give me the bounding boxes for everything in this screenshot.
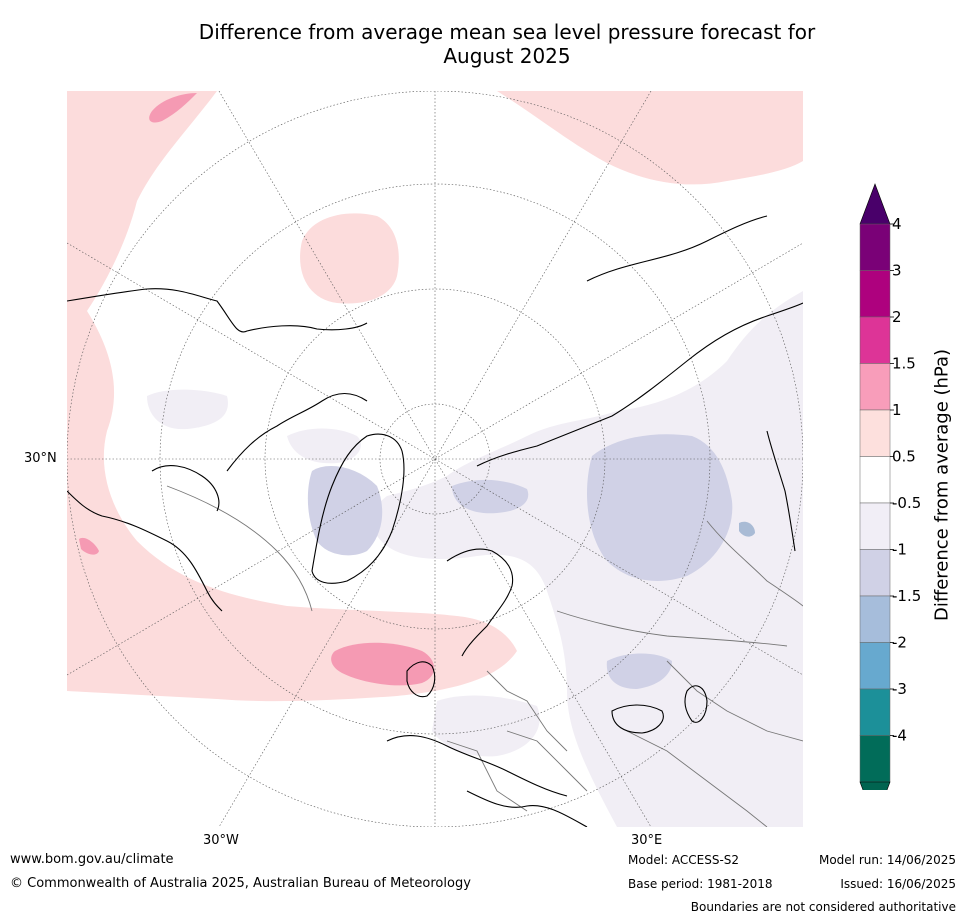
label-30e: 30°E [631,833,663,848]
coast-greenland [311,433,405,584]
coast-europe-south [386,735,568,797]
colorbar-segment [859,363,891,411]
border-europe-2 [506,730,588,792]
strong-negative-east [739,521,755,537]
negative-anomaly-arctic [287,428,361,464]
colorbar-segment [859,735,891,783]
colorbar-segment [859,502,891,550]
border-europe-3 [446,740,528,812]
coast-uk [406,661,436,698]
copyright-text: © Commonwealth of Australia 2025, Austra… [10,876,471,891]
colorbar-tick-label: 4 [892,215,902,233]
colorbar-tick-label: -1.5 [892,587,921,605]
base-period-text: Base period: 1981-2018 [628,877,773,891]
meridian-30w [218,91,652,827]
colorbar-tick-label: -2 [892,634,907,652]
colorbar-under-arrow [859,781,891,790]
colorbar-segment [859,223,891,271]
meridian-60e [67,242,803,676]
title-line-1: Difference from average mean sea level p… [198,20,816,44]
parallel-60n [264,288,606,630]
coast-eastern-asia [766,430,796,552]
coast-canadian-arctic [226,392,368,472]
chart-title: Difference from average mean sea level p… [0,20,965,68]
colorbar-tick-label: -4 [892,727,907,745]
parallel-40n [159,183,711,735]
strong-positive-north [149,93,197,123]
colorbar-segment [859,688,891,736]
colorbar-tick-label: -0.5 [892,494,921,512]
model-text: Model: ACCESS-S2 [628,853,740,867]
positive-anomaly-greenland [300,213,399,304]
coast-mediterranean [466,790,588,827]
colorbar-tick-label: -1 [892,541,907,559]
meridian-30e [218,91,652,827]
colorbar-tick-label: 1 [892,401,902,419]
title-line-2: August 2025 [443,44,571,68]
coast-black-sea [611,704,664,734]
strong-positive-west [79,537,99,555]
meridian-60w [67,242,803,676]
coast-alaska [67,490,223,612]
moderate-negative-caspian [606,653,672,689]
border-russia-kaz [556,610,788,647]
positive-anomaly-north-pacific [497,91,803,185]
label-30w: 30°W [203,833,239,848]
colorbar-segment [859,595,891,643]
coastlines [67,215,803,827]
colorbar: 4 3 2 1.5 1 0.5 -0.5 -1 -1.5 -2 -3 -4 [859,183,921,790]
label-30n: 30°N [24,451,57,466]
colorbar-tick-label: 1.5 [892,355,916,373]
positive-anomaly-west [67,91,517,702]
coast-caspian [684,685,708,723]
border-canada-us [166,485,313,612]
colorbar-tick-label: 2 [892,308,902,326]
colorbar-segment [859,642,891,690]
border-middle-east [626,730,768,827]
colorbar-segment [859,456,891,504]
model-run-text: Model run: 14/06/2025 [818,853,956,867]
graticule [67,91,803,827]
polar-map [67,91,803,827]
country-borders [166,485,803,827]
colorbar-title: Difference from average (hPa) [931,348,953,622]
negative-anomaly-atlantic-ridge [147,389,228,430]
anomaly-shading [67,91,803,827]
moderate-negative-siberia [587,434,733,581]
coast-hudson [151,465,220,512]
border-europe-1 [486,670,568,752]
colorbar-tick-label: 0.5 [892,448,916,466]
strong-positive-atlantic [331,642,435,686]
moderate-negative-greenland [307,466,383,556]
coast-russia-north [476,302,803,467]
coast-scandinavia [446,548,514,657]
website-link[interactable]: www.bom.gov.au/climate [10,852,174,867]
colorbar-segment [859,270,891,318]
colorbar-tick-label: 3 [892,262,902,280]
issued-text: Issued: 16/06/2025 [840,877,956,891]
border-central-asia [666,660,803,742]
coast-north-america-west [67,288,368,333]
moderate-negative-arctic [452,479,529,514]
coast-siberia-islands [586,215,768,282]
colorbar-over-arrow [859,183,891,225]
colorbar-segment [859,549,891,597]
colorbar-segment [859,316,891,364]
negative-anomaly-eurasia [372,291,803,827]
colorbar-segment [859,409,891,457]
disclaimer-text: Boundaries are not considered authoritat… [690,900,956,914]
border-russia-china [706,520,803,607]
negative-anomaly-europe [432,695,540,757]
colorbar-tick-label: -3 [892,680,907,698]
